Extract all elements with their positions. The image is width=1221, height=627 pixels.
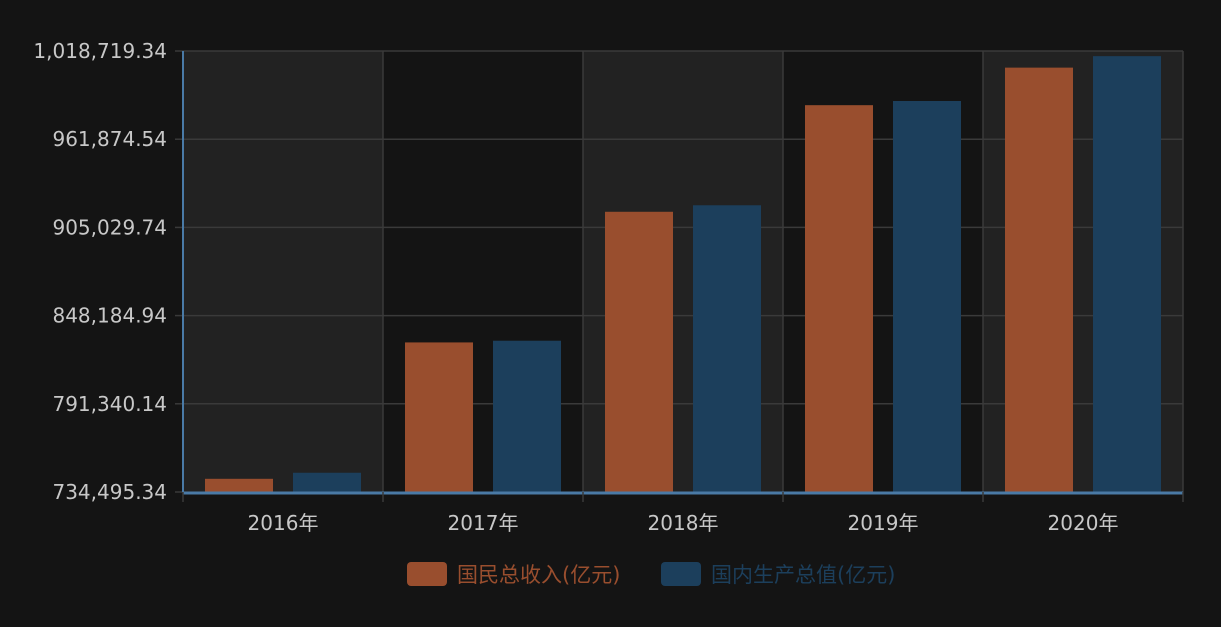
- legend-label-2[interactable]: 国内生产总值(亿元): [711, 563, 895, 587]
- y-tick-label: 848,184.94: [52, 304, 167, 328]
- bar-series-2-2019年[interactable]: [893, 100, 961, 492]
- legend-swatch-1[interactable]: [407, 562, 447, 586]
- bar-series-1-2019年[interactable]: [805, 105, 873, 493]
- legend-label-1[interactable]: 国民总收入(亿元): [457, 563, 620, 587]
- plot-band: [183, 51, 383, 492]
- bar-series-2-2016年[interactable]: [293, 472, 361, 492]
- x-tick-label: 2017年: [448, 511, 519, 535]
- bar-series-1-2018年[interactable]: [605, 211, 673, 492]
- bar-series-1-2016年[interactable]: [205, 478, 273, 492]
- y-tick-label: 791,340.14: [52, 392, 167, 416]
- bar-series-1-2020年[interactable]: [1005, 67, 1073, 493]
- bar-series-2-2020年[interactable]: [1093, 56, 1161, 492]
- x-tick-label: 2019年: [848, 511, 919, 535]
- y-tick-label: 734,495.34: [52, 480, 167, 504]
- bar-series-2-2018年[interactable]: [693, 205, 761, 492]
- x-tick-label: 2016年: [248, 511, 319, 535]
- y-tick-label: 961,874.54: [52, 127, 167, 151]
- legend-swatch-2[interactable]: [661, 562, 701, 586]
- x-tick-label: 2020年: [1048, 511, 1119, 535]
- bar-series-2-2017年[interactable]: [493, 340, 561, 492]
- x-tick-label: 2018年: [648, 511, 719, 535]
- bar-series-1-2017年[interactable]: [405, 342, 473, 492]
- y-tick-label: 1,018,719.34: [33, 39, 167, 63]
- y-tick-label: 905,029.74: [52, 215, 167, 239]
